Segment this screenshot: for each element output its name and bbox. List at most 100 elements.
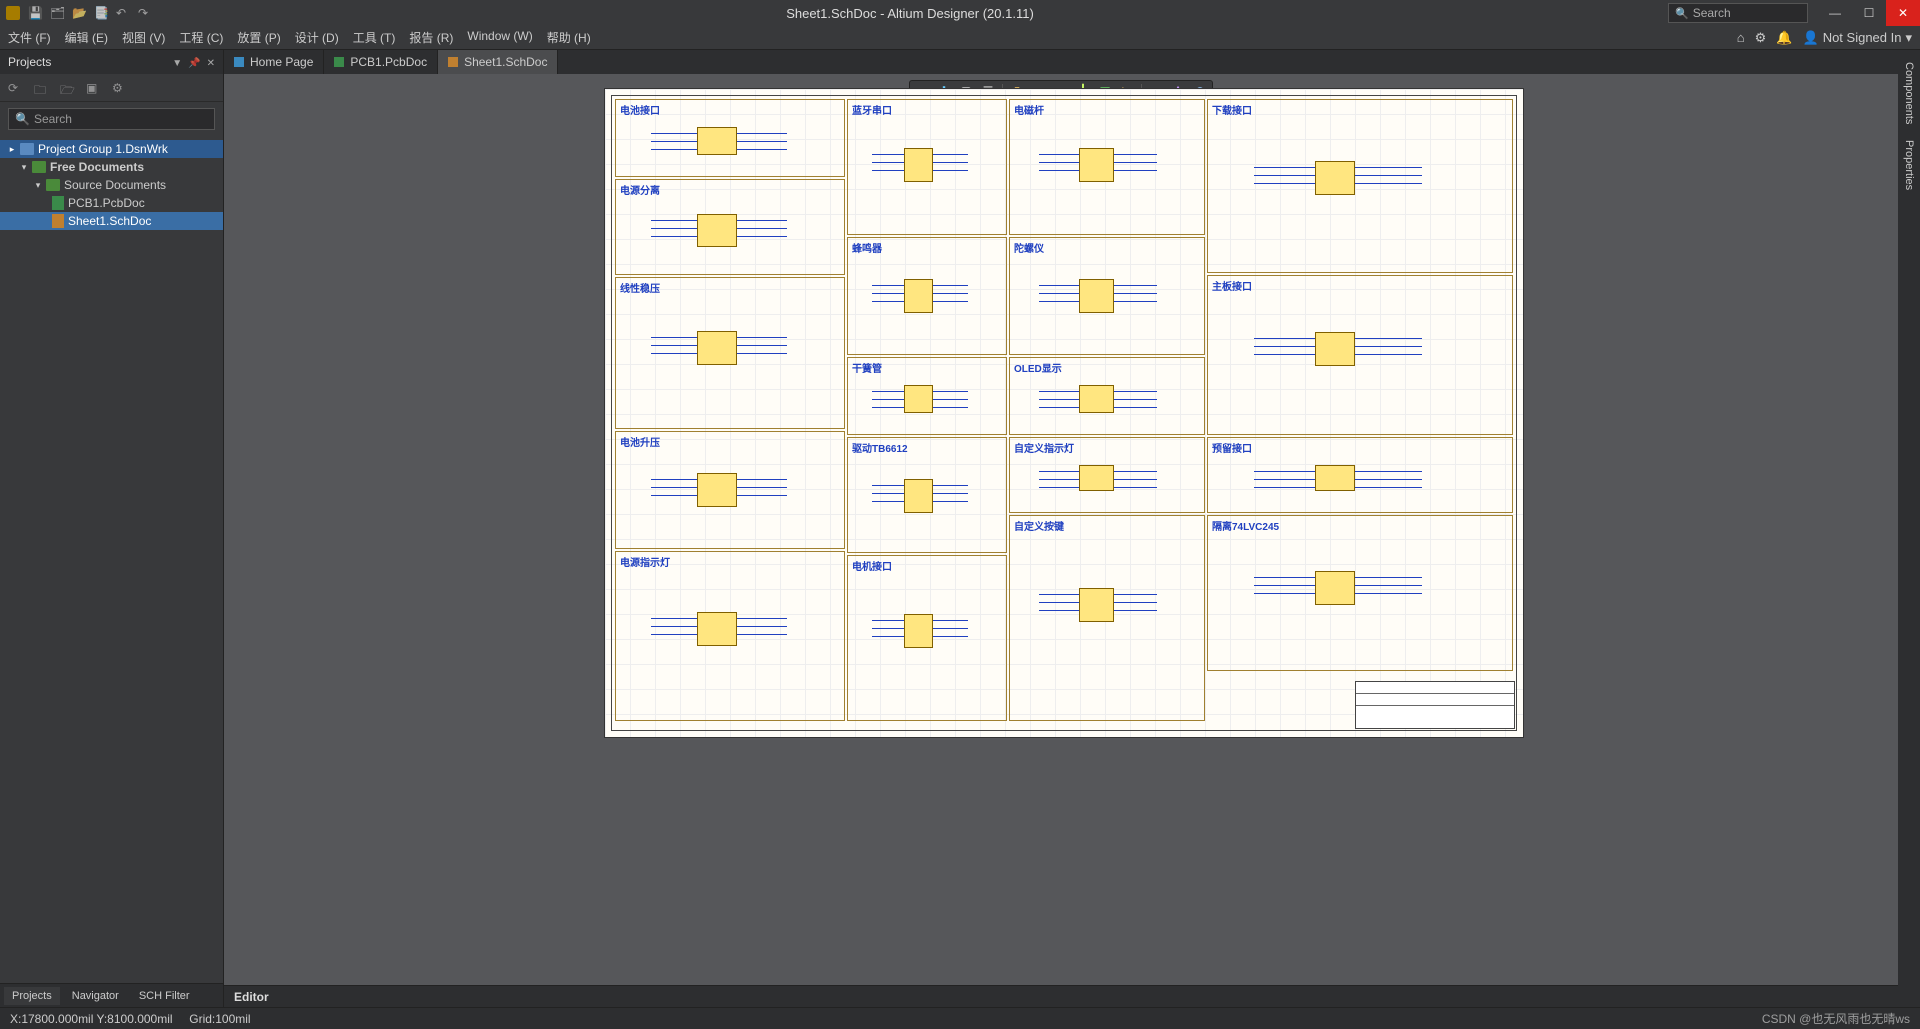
wire [1114, 610, 1157, 611]
wire [1254, 593, 1315, 594]
maximize-button[interactable]: ☐ [1852, 0, 1886, 26]
tree-sch-doc[interactable]: Sheet1.SchDoc [0, 212, 223, 230]
schematic-block[interactable]: 电源分离 [615, 179, 845, 275]
menu-item[interactable]: 工程 (C) [179, 29, 223, 46]
settings-icon[interactable]: ⚙ [1755, 30, 1767, 46]
panel-tab[interactable]: Navigator [64, 987, 127, 1005]
schematic-block[interactable]: 陀螺仪 [1009, 237, 1205, 355]
schematic-canvas[interactable]: ▼ ✚ ▢ ☰ ▮ ≈ ↓ ┃ ▦ ▶ ● A ◠ [224, 74, 1898, 985]
schematic-block[interactable]: 电源指示灯 [615, 551, 845, 721]
notifications-icon[interactable]: 🔔 [1776, 30, 1792, 46]
menu-item[interactable]: Window (W) [467, 29, 532, 46]
schematic-block[interactable]: 蜂鸣器 [847, 237, 1007, 355]
tree-source-docs[interactable]: ▾Source Documents [0, 176, 223, 194]
global-search-input[interactable]: Search [1668, 3, 1808, 23]
wire [872, 301, 904, 302]
panel-close-icon[interactable]: ✕ [207, 58, 215, 69]
undo-icon[interactable]: ↶ [116, 6, 130, 20]
wire [933, 170, 968, 171]
workspace-icon [20, 143, 34, 155]
schematic-sheet[interactable]: 电池接口电源分离线性稳压电池升压电源指示灯 蓝牙串口蜂鸣器干簧管驱动TB6612 电… [604, 88, 1524, 738]
schematic-block[interactable]: 线性稳压 [615, 277, 845, 429]
menu-bar: 文件 (F) 编辑 (E) 视图 (V) 工程 (C) 放置 (P) 设计 (D) 工具 (… [0, 26, 1920, 50]
tree-pcb-doc[interactable]: PCB1.PcbDoc [0, 194, 223, 212]
tree-free-docs[interactable]: ▾Free Documents [0, 158, 223, 176]
minimize-button[interactable]: — [1818, 0, 1852, 26]
schematic-block[interactable]: 电池接口 [615, 99, 845, 177]
schematic-block[interactable]: 电机接口 [847, 555, 1007, 721]
block-title: 驱动TB6612 [852, 440, 908, 455]
wire [933, 293, 968, 294]
block-title: 主板接口 [1212, 278, 1252, 293]
wire [737, 495, 788, 496]
panel-tab[interactable]: SCH Filter [131, 987, 198, 1005]
pin-icon[interactable]: 📌 [188, 58, 200, 69]
schematic-block[interactable]: 自定义指示灯 [1009, 437, 1205, 513]
print-icon[interactable]: 📑 [94, 6, 108, 20]
schematic-block[interactable]: 预留接口 [1207, 437, 1513, 513]
wire [1355, 167, 1422, 168]
menu-item[interactable]: 工具 (T) [353, 29, 396, 46]
wire [1254, 471, 1315, 472]
save-icon[interactable]: 💾 [28, 6, 42, 20]
tree-root[interactable]: ▸Project Group 1.DsnWrk [0, 140, 223, 158]
home-icon[interactable]: ⌂ [1737, 30, 1745, 45]
schematic-block[interactable]: 下载接口 [1207, 99, 1513, 273]
compile-icon[interactable]: ▣ [86, 81, 100, 95]
wire [737, 626, 788, 627]
schematic-block[interactable]: 电池升压 [615, 431, 845, 549]
wire [1114, 162, 1157, 163]
panel-tab[interactable]: Projects [4, 987, 60, 1005]
wire [737, 479, 788, 480]
schematic-block[interactable]: 蓝牙串口 [847, 99, 1007, 235]
menu-item[interactable]: 编辑 (E) [65, 29, 108, 46]
gear-icon[interactable]: ⚙ [112, 81, 126, 95]
wire [933, 628, 968, 629]
block-title: 电池接口 [620, 102, 660, 117]
wire [1355, 175, 1422, 176]
schematic-block[interactable]: 自定义按键 [1009, 515, 1205, 721]
menu-item[interactable]: 放置 (P) [237, 29, 280, 46]
menu-item[interactable]: 文件 (F) [8, 29, 51, 46]
wire [1114, 399, 1157, 400]
doc-tab[interactable]: PCB1.PcbDoc [324, 50, 438, 74]
open-icon[interactable]: 📂 [72, 6, 86, 20]
folder-icon[interactable]: 🗁 [60, 81, 74, 95]
wire [651, 345, 697, 346]
tab-properties[interactable]: Properties [1901, 134, 1917, 196]
doc-tab[interactable]: Sheet1.SchDoc [438, 50, 558, 74]
wire [1355, 183, 1422, 184]
wire [1254, 354, 1315, 355]
wire [1355, 585, 1422, 586]
doc-tab[interactable]: Home Page [224, 50, 324, 74]
refresh-icon[interactable]: ⟳ [8, 81, 22, 95]
projects-search-input[interactable]: 🔍 Search [8, 108, 215, 130]
save-all-icon[interactable]: 🗂 [50, 6, 64, 20]
tree-icon[interactable]: 🗀 [34, 81, 48, 95]
menu-item[interactable]: 报告 (R) [409, 29, 453, 46]
dropdown-icon[interactable]: ▼ [172, 58, 182, 69]
schematic-block[interactable]: 驱动TB6612 [847, 437, 1007, 553]
wire [737, 141, 788, 142]
menu-item[interactable]: 设计 (D) [295, 29, 339, 46]
wire [933, 620, 968, 621]
wire [1039, 479, 1078, 480]
block-title: 电源分离 [620, 182, 660, 197]
component-icon [1079, 588, 1114, 622]
close-button[interactable]: ✕ [1886, 0, 1920, 26]
wire [1039, 487, 1078, 488]
wire [872, 620, 904, 621]
sign-in-button[interactable]: 👤 Not Signed In ▾ [1803, 30, 1913, 46]
menu-item[interactable]: 视图 (V) [122, 29, 165, 46]
component-icon [904, 279, 933, 313]
tab-components[interactable]: Components [1901, 56, 1917, 130]
wire [1114, 301, 1157, 302]
redo-icon[interactable]: ↷ [138, 6, 152, 20]
schematic-block[interactable]: 隔离74LVC245 [1207, 515, 1513, 671]
center-editor: Home PagePCB1.PcbDocSheet1.SchDoc ▼ ✚ ▢ … [224, 50, 1898, 1007]
menu-item[interactable]: 帮助 (H) [547, 29, 591, 46]
schematic-block[interactable]: 主板接口 [1207, 275, 1513, 435]
schematic-block[interactable]: 干簧管 [847, 357, 1007, 435]
schematic-block[interactable]: 电磁杆 [1009, 99, 1205, 235]
schematic-block[interactable]: OLED显示 [1009, 357, 1205, 435]
